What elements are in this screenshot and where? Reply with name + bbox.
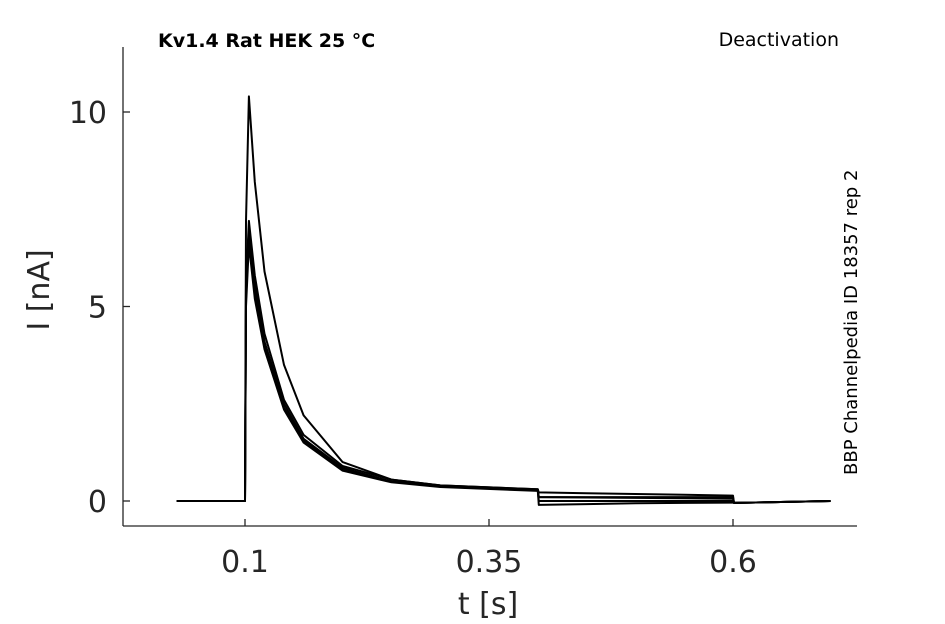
y-tick-label: 5: [88, 291, 107, 326]
y-axis-label: I [nA]: [22, 249, 57, 330]
traces-group: [176, 95, 831, 506]
y-ticks-group: 0 5 10: [69, 96, 130, 520]
x-tick-label: 0.6: [709, 545, 757, 580]
x-tick-label: 0.35: [456, 545, 523, 580]
y-tick-label: 0: [88, 485, 107, 520]
current-trace: [176, 219, 831, 504]
chart-title: Kv1.4 Rat HEK 25 °C: [158, 30, 375, 52]
current-trace: [176, 95, 831, 504]
current-trace: [176, 243, 831, 506]
x-axis-label: t [s]: [458, 587, 518, 622]
protocol-label: Deactivation: [719, 29, 839, 51]
x-tick-label: 0.1: [221, 545, 269, 580]
source-id-label: BBP Channelpedia ID 18357 rep 2: [841, 170, 862, 475]
x-ticks-group: 0.1 0.35 0.6: [221, 519, 757, 580]
y-tick-label: 10: [69, 96, 107, 131]
